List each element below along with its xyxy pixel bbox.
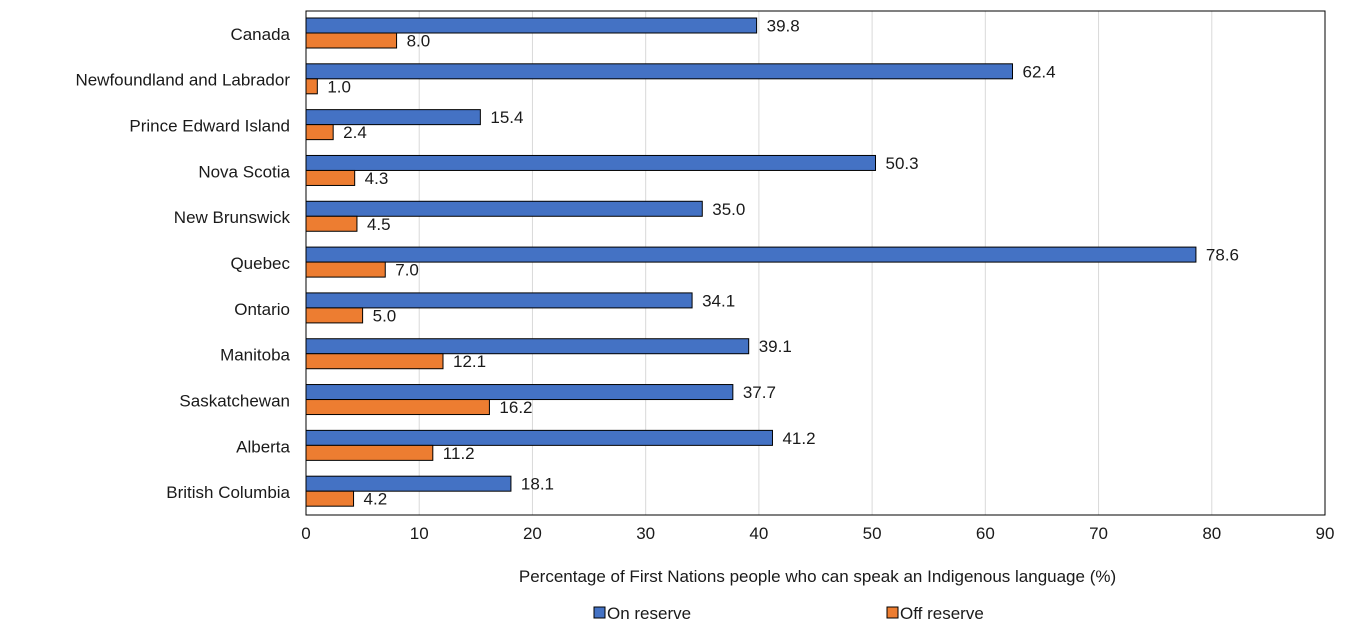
x-tick-label: 0: [301, 524, 310, 543]
bar-off-reserve-ontario: [305, 307, 364, 324]
x-tick-label: 90: [1316, 524, 1335, 543]
category-label-new-brunswick: New Brunswick: [174, 208, 291, 227]
data-label-on-reserve-new-brunswick: 35.0: [712, 200, 745, 219]
bar-off-reserve-alberta: [305, 444, 434, 461]
bar-on-reserve-quebec: [305, 246, 1197, 263]
legend: On reserve Off reserve: [593, 604, 984, 623]
category-label-newfoundland-and-labrador: Newfoundland and Labrador: [75, 71, 290, 90]
x-tick-label: 70: [1089, 524, 1108, 543]
bar-on-reserve-british-columbia: [305, 475, 512, 492]
legend-label-off-reserve: Off reserve: [900, 604, 984, 623]
bar-off-reserve-canada: [305, 32, 398, 49]
bar-on-reserve-newfoundland-and-labrador: [305, 63, 1014, 80]
bars: 39.8 8.0 62.4 1.0 15.4 2.4 50.3 4.3 35.0 4.5 78.6 7…: [305, 17, 1239, 509]
data-label-on-reserve-quebec: 78.6: [1206, 246, 1239, 265]
data-label-on-reserve-saskatchewan: 37.7: [743, 383, 776, 402]
data-label-on-reserve-ontario: 34.1: [702, 291, 735, 310]
data-label-on-reserve-british-columbia: 18.1: [521, 475, 554, 494]
data-label-off-reserve-quebec: 7.0: [395, 261, 419, 280]
x-tick-label: 10: [410, 524, 429, 543]
legend-swatch-off-reserve: [886, 606, 899, 619]
bar-off-reserve-saskatchewan: [305, 399, 490, 416]
bar-on-reserve-prince-edward-island: [305, 109, 481, 126]
bar-off-reserve-british-columbia: [305, 490, 355, 507]
category-label-saskatchewan: Saskatchewan: [179, 391, 290, 410]
gridlines: [418, 11, 1213, 515]
bar-off-reserve-prince-edward-island: [305, 124, 334, 141]
bar-off-reserve-quebec: [305, 261, 386, 278]
category-label-british-columbia: British Columbia: [166, 483, 290, 502]
bar-on-reserve-alberta: [305, 429, 773, 446]
data-label-off-reserve-canada: 8.0: [407, 32, 431, 51]
category-label-canada: Canada: [230, 25, 290, 44]
legend-swatch-on-reserve: [593, 606, 606, 619]
category-labels: Canada Newfoundland and Labrador Prince Ed…: [75, 25, 290, 502]
data-label-off-reserve-alberta: 11.2: [443, 444, 475, 463]
x-tick-label: 80: [1202, 524, 1221, 543]
data-label-off-reserve-newfoundland-and-labrador: 1.0: [327, 77, 351, 96]
bar-off-reserve-nova-scotia: [305, 169, 356, 186]
x-tick-label: 60: [976, 524, 995, 543]
data-label-on-reserve-alberta: 41.2: [782, 429, 815, 448]
data-label-on-reserve-newfoundland-and-labrador: 62.4: [1023, 62, 1056, 81]
bar-off-reserve-manitoba: [305, 353, 444, 370]
bar-on-reserve-nova-scotia: [305, 154, 877, 171]
data-label-off-reserve-nova-scotia: 4.3: [365, 169, 389, 188]
category-label-prince-edward-island: Prince Edward Island: [129, 117, 290, 136]
data-label-off-reserve-saskatchewan: 16.2: [499, 398, 532, 417]
bar-on-reserve-canada: [305, 17, 758, 34]
legend-label-on-reserve: On reserve: [607, 604, 691, 623]
category-label-manitoba: Manitoba: [220, 346, 290, 365]
x-axis-label: Percentage of First Nations people who c…: [519, 567, 1116, 586]
x-tick-label: 20: [523, 524, 542, 543]
plot-area-border: [305, 10, 1326, 516]
data-label-on-reserve-canada: 39.8: [767, 17, 800, 36]
category-label-alberta: Alberta: [236, 437, 290, 456]
bar-on-reserve-new-brunswick: [305, 200, 703, 217]
category-label-quebec: Quebec: [230, 254, 290, 273]
category-label-ontario: Ontario: [234, 300, 290, 319]
bar-off-reserve-new-brunswick: [305, 215, 358, 232]
x-tick-label: 30: [636, 524, 655, 543]
x-tick-labels: 0 10 20 30 40 50 60 70 80 90: [301, 524, 1334, 543]
data-label-on-reserve-prince-edward-island: 15.4: [490, 108, 523, 127]
x-tick-label: 40: [749, 524, 768, 543]
bar-on-reserve-manitoba: [305, 338, 750, 355]
x-tick-label: 50: [863, 524, 882, 543]
data-label-on-reserve-manitoba: 39.1: [759, 337, 792, 356]
data-label-off-reserve-manitoba: 12.1: [453, 352, 486, 371]
data-label-off-reserve-new-brunswick: 4.5: [367, 215, 391, 234]
data-label-off-reserve-prince-edward-island: 2.4: [343, 123, 367, 142]
category-label-nova-scotia: Nova Scotia: [198, 162, 290, 181]
data-label-off-reserve-british-columbia: 4.2: [364, 490, 388, 509]
data-label-on-reserve-nova-scotia: 50.3: [886, 154, 919, 173]
bar-off-reserve-newfoundland-and-labrador: [305, 78, 318, 95]
data-label-off-reserve-ontario: 5.0: [373, 306, 397, 325]
bar-on-reserve-ontario: [305, 292, 693, 309]
